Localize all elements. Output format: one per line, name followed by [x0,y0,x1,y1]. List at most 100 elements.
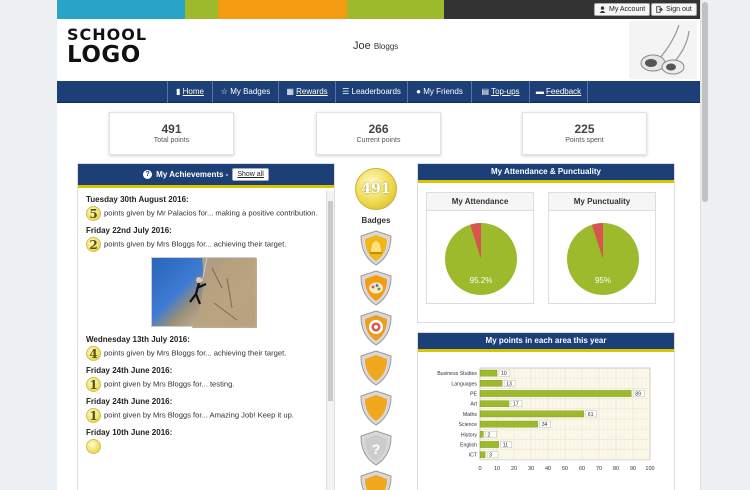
user-first-name: Joe [353,40,371,52]
attendance-header: My Attendance & Punctuality [418,164,674,183]
stat-label: Current points [356,137,401,144]
shield-badge-icon[interactable] [359,390,393,426]
achievements-header: ? My Achievements - Show all [78,164,334,188]
logo-line-1: SCHOOL [67,25,148,44]
nav-home[interactable]: ▮ Home [167,81,212,103]
achievement-description: points given by Mrs Bloggs for... achiev… [104,239,287,249]
attendance-pie: 95.2% [445,223,517,295]
points-bar-chart: 0 10 20 30 40 50 60 70 80 90 100 Business Studies 10… [437,367,655,472]
points-coin: 4 [86,346,101,361]
stat-value: 491 [161,122,182,136]
color-strip-segment [57,0,185,19]
x-tick-label: 80 [613,466,619,472]
school-logo[interactable]: SCHOOL LOGO [67,27,147,67]
category-label: History [461,432,478,438]
category-label: English [460,443,477,449]
user-name: Joe Bloggs [353,40,398,52]
bar [479,410,584,418]
attendance-label: My Attendance [427,193,533,211]
stat-value: 266 [368,122,389,136]
shield-badge-icon[interactable] [359,350,393,386]
palette-badge-icon[interactable] [359,270,393,306]
points-area-panel: My points in each area this year 0 10 20 30… [417,332,675,490]
x-tick-label: 90 [630,466,636,472]
shield-badge-icon[interactable] [359,470,393,490]
bar [479,451,486,458]
my-account-button[interactable]: My Account [594,3,651,16]
list-icon: ☰ [342,87,350,96]
bar [479,441,499,448]
list-item: Friday 10th June 2016: [86,428,322,454]
bar [479,390,632,397]
page-scroll-thumb[interactable] [702,2,708,202]
category-label: Science [459,422,478,428]
value-label: 2 [487,432,490,438]
value-label: 61 [588,412,594,418]
target-badge-icon[interactable] [359,310,393,346]
nav-rewards[interactable]: ▦ Rewards [278,81,335,103]
category-label: ICT [469,453,478,459]
achievement-text: 5 points given by Mr Palacios for... maki… [86,206,322,221]
nav-top-ups[interactable]: ▤ Top-ups [471,81,529,103]
achievement-description: points given by Mr Palacios for... makin… [104,208,318,218]
attendance-panel: My Attendance & Punctuality My Attendanc… [417,163,675,323]
list-item: Wednesday 13th July 2016: 4 points given … [86,335,322,361]
achievements-list: Tuesday 30th August 2016: 5 points given … [86,195,322,459]
stat-current-points: 266 Current points [316,112,441,155]
value-label: 11 [503,443,508,449]
points-area-header: My points in each area this year [418,333,674,352]
climber-photo[interactable] [151,257,257,328]
headphones-icon [629,21,697,79]
value-label-box [500,441,512,448]
grid-icon: ▦ [286,87,294,96]
nav-feedback[interactable]: ▬ Feedback [529,81,588,103]
nav-my-friends[interactable]: ● My Friends [407,81,471,103]
nav-my-badges-label: My Badges [230,87,271,96]
category-label: PE [470,392,477,398]
sign-out-icon [656,6,663,13]
achievement-date: Friday 10th June 2016: [86,428,173,437]
achievements-scrollbar[interactable] [326,191,334,490]
punctuality-pie: 95% [567,223,639,295]
color-strip-segment [218,0,346,19]
sign-out-label: Sign out [666,6,692,13]
main-nav: ▮ Home ☆ My Badges ▦ Rewards ☰ Leaderboa… [57,81,700,103]
x-tick-label: 40 [545,466,551,472]
stat-total-points: 491 Total points [109,112,234,155]
my-account-label: My Account [609,6,646,13]
value-label: 17 [513,402,519,408]
scroll-thumb[interactable] [328,201,333,401]
user-last-name: Bloggs [373,42,399,51]
logo-line-2: LOGO [67,42,141,68]
points-coin: 5 [86,206,101,221]
achievement-date: Friday 22nd July 2016: [86,226,172,235]
category-label: Business Studies [437,371,477,377]
stat-label: Points spent [565,137,604,144]
bar [479,430,484,438]
value-label: 10 [501,371,507,377]
achievement-text: 2 points given by Mrs Bloggs for... achie… [86,237,322,252]
user-icon: ● [416,87,422,96]
value-label-box [510,400,523,407]
bell-badge-icon[interactable] [359,230,393,266]
question-badge-icon[interactable]: ? [359,430,393,466]
pie-label: 95% [595,276,611,285]
achievement-text: 4 points given by Mrs Bloggs for... achie… [86,346,322,361]
points-coin [86,439,101,454]
achievement-date: Wednesday 13th July 2016: [86,335,190,344]
card-icon: ▤ [481,87,489,96]
svg-text:?: ? [372,441,381,457]
nav-leaderboards[interactable]: ☰ Leaderboards [335,81,407,103]
nav-my-friends-label: My Friends [423,87,463,96]
achievement-description: point given by Mrs Bloggs for... testing… [104,379,235,389]
sign-out-button[interactable]: Sign out [651,3,697,16]
category-label: Maths [463,412,478,418]
x-tick-label: 30 [528,466,534,472]
badges-column: 491 Badges ? [353,163,399,490]
nav-my-badges[interactable]: ☆ My Badges [212,81,278,103]
show-all-button[interactable]: Show all [232,168,269,181]
page-scrollbar[interactable] [700,0,708,490]
x-tick-label: 70 [596,466,602,472]
list-item: Friday 24th June 2016: 1 point given by M… [86,366,322,392]
punctuality-label: My Punctuality [549,193,655,211]
